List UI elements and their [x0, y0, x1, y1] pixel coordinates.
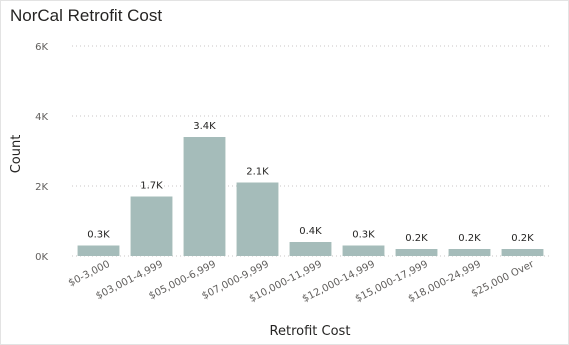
y-tick-label: 0K — [35, 252, 48, 263]
data-label: 0.2K — [405, 233, 428, 244]
y-tick-label: 2K — [35, 182, 48, 193]
y-tick-label: 6K — [35, 42, 48, 53]
y-axis-ticks: 0K 2K 4K 6K — [35, 42, 48, 263]
bar[interactable] — [342, 245, 385, 257]
data-label: 2.1K — [246, 167, 269, 178]
data-label: 0.3K — [352, 230, 375, 241]
bar[interactable] — [289, 242, 332, 256]
bar[interactable] — [501, 249, 544, 256]
bar[interactable] — [130, 196, 173, 257]
chart-title: NorCal Retrofit Cost — [10, 6, 163, 25]
bar[interactable] — [77, 245, 120, 257]
data-label: 0.2K — [511, 233, 534, 244]
data-label: 1.7K — [140, 181, 163, 192]
data-label: 0.3K — [87, 230, 110, 241]
x-tick-label: $0-3,000 — [67, 259, 112, 289]
bar[interactable] — [395, 249, 438, 256]
x-axis-ticks: $0-3,000$03,001-4,999$05,000-6,999$07,00… — [67, 258, 537, 304]
bars — [77, 137, 544, 257]
data-label: 3.4K — [193, 121, 216, 132]
bar[interactable] — [183, 137, 226, 256]
data-label: 0.4K — [299, 226, 322, 237]
bar[interactable] — [448, 249, 491, 256]
data-labels: 0.3K 1.7K 3.4K 2.1K 0.4K 0.3K 0.2K 0.2K 0.2K — [87, 121, 534, 244]
bar[interactable] — [236, 182, 279, 257]
y-axis-title: Count — [9, 135, 24, 174]
y-tick-label: 4K — [35, 112, 48, 123]
data-label: 0.2K — [458, 233, 481, 244]
x-axis-title: Retrofit Cost — [270, 324, 351, 339]
